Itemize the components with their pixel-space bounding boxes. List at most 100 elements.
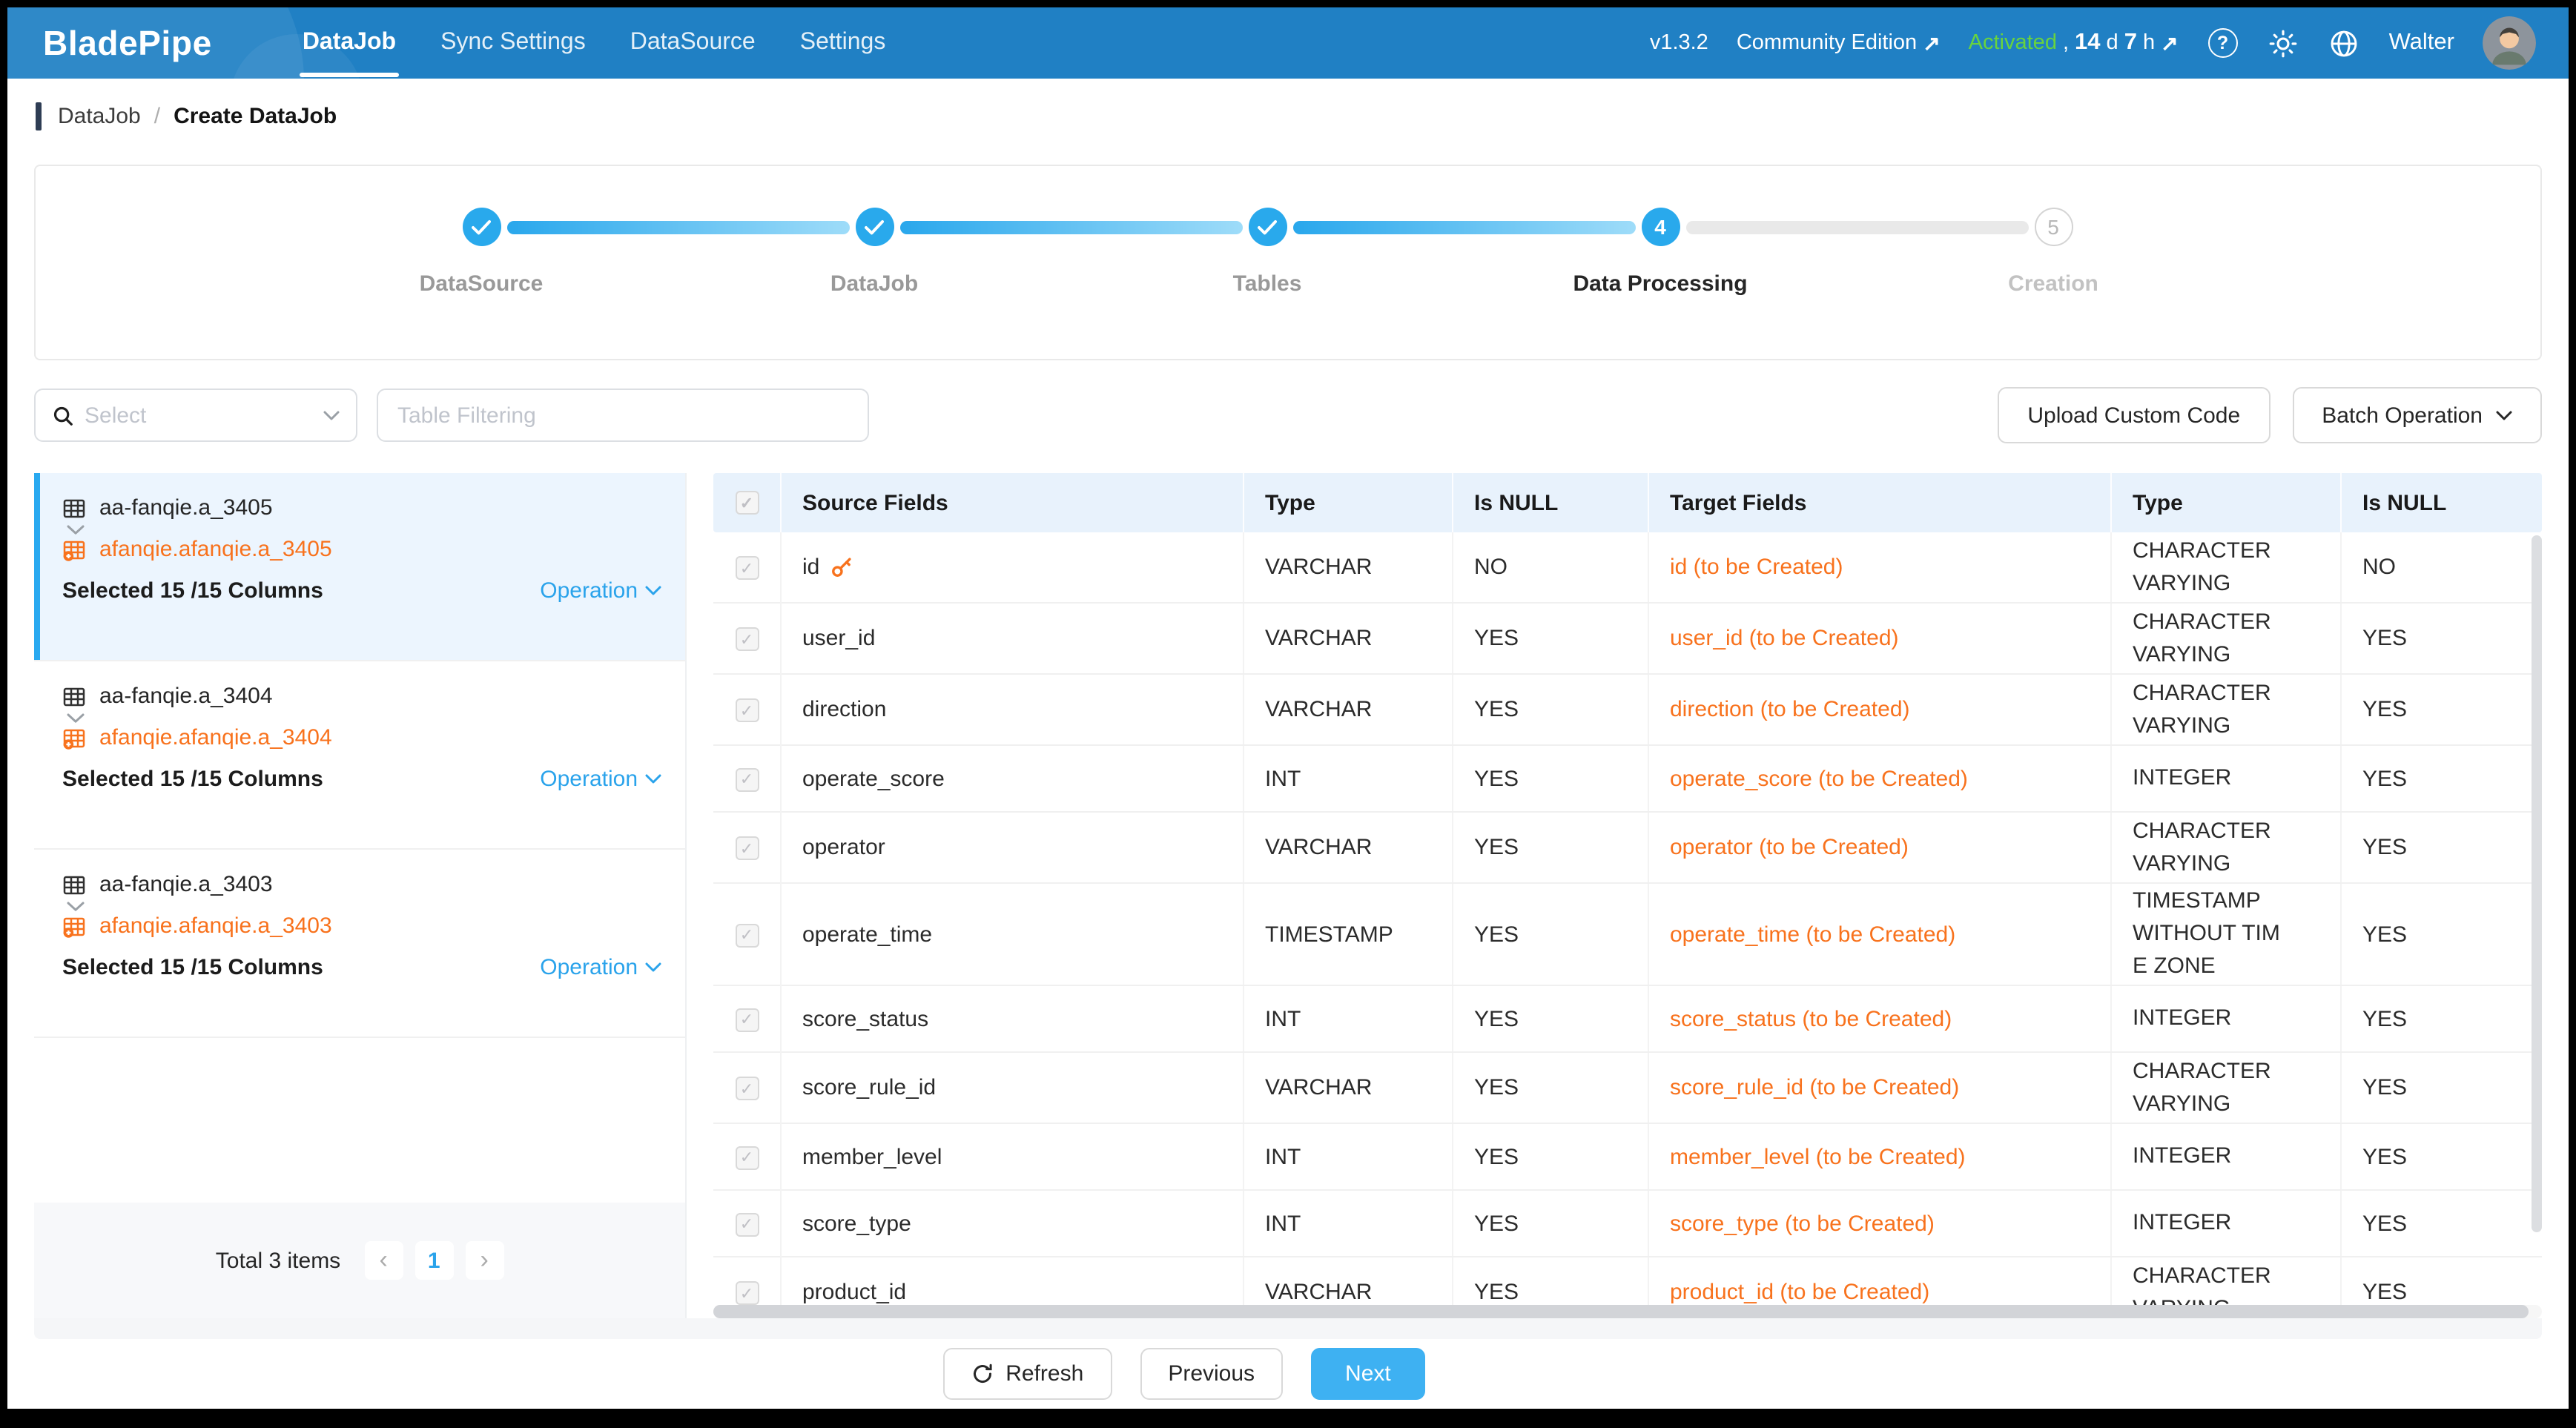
- column-header: Type: [2112, 473, 2342, 532]
- sun-icon[interactable]: [2268, 27, 2300, 59]
- bladepipe-app: BladePipe DataJob Sync Settings DataSour…: [7, 7, 2569, 1409]
- table-row: id VARCHAR NO id (to be Created) CHARACT…: [713, 532, 2542, 604]
- step-number: 4: [1641, 208, 1680, 246]
- step-node-data-processing: 4: [1464, 208, 2028, 246]
- source-table-name: aa-fanqie.a_3404: [99, 684, 273, 709]
- next-button[interactable]: Next: [1311, 1348, 1425, 1400]
- source-table-name: aa-fanqie.a_3403: [99, 872, 273, 897]
- step-label-creation: Creation: [2008, 271, 2098, 297]
- table-add-icon: [62, 538, 86, 561]
- step-node-creation: 5: [1857, 208, 2250, 246]
- vertical-scrollbar-thumb[interactable]: [2532, 535, 2542, 1232]
- field-mapping-table: Source Fields Type Is NULL Target Fields…: [713, 473, 2542, 1318]
- column-header: Target Fields: [1649, 473, 2112, 532]
- row-checkbox[interactable]: [735, 698, 759, 722]
- table-row: direction VARCHAR YES direction (to be C…: [713, 675, 2542, 746]
- column-header: Source Fields: [782, 473, 1244, 532]
- avatar[interactable]: [2483, 16, 2536, 70]
- table-row: score_rule_id VARCHAR YES score_rule_id …: [713, 1053, 2542, 1124]
- row-checkbox[interactable]: [735, 627, 759, 651]
- table-row: user_id VARCHAR YES user_id (to be Creat…: [713, 604, 2542, 675]
- nav-item-datasource[interactable]: DataSource: [630, 30, 756, 55]
- step-connector: [899, 220, 1242, 234]
- row-checkbox[interactable]: [735, 923, 759, 947]
- step-connector: [1685, 220, 2028, 234]
- table-icon: [62, 873, 86, 896]
- nav-item-settings[interactable]: Settings: [799, 30, 886, 55]
- table-row: score_status INT YES score_status (to be…: [713, 986, 2542, 1053]
- wizard-actions: Refresh Previous Next: [7, 1339, 2569, 1409]
- help-circle-icon[interactable]: [2207, 27, 2239, 59]
- column-header: Is NULL: [2362, 490, 2447, 515]
- table-list-item[interactable]: aa-fanqie.a_3404 afanqie.afanqie.a_3404 …: [34, 661, 685, 850]
- mapping-main: aa-fanqie.a_3405 afanqie.afanqie.a_3405 …: [34, 473, 2542, 1318]
- selected-columns-label: Selected 15 /15 Columns: [62, 955, 323, 980]
- license-status-link[interactable]: Activated , 14 d 7 h ↗: [1968, 30, 2179, 55]
- chevron-down-icon: [323, 410, 340, 420]
- select-placeholder: Select: [85, 403, 147, 428]
- nav-item-sync-settings[interactable]: Sync Settings: [440, 30, 586, 55]
- wizard-stepper: 4 5 DataSource DataJob Tables Data Proce…: [34, 165, 2542, 360]
- page-next-icon[interactable]: [465, 1241, 504, 1280]
- upload-custom-code-button[interactable]: Upload Custom Code: [1998, 387, 2270, 443]
- table-filtering-input[interactable]: [377, 389, 869, 442]
- select-all-checkbox[interactable]: [735, 491, 759, 515]
- table-select-dropdown[interactable]: Select: [34, 389, 357, 442]
- page-prev-icon[interactable]: [364, 1241, 403, 1280]
- chevron-down-icon: [2496, 410, 2512, 420]
- step-node-datasource: [285, 208, 849, 246]
- table-row: product_id VARCHAR YES product_id (to be…: [713, 1257, 2542, 1305]
- key-icon: [830, 556, 852, 578]
- table-row: operate_score INT YES operate_score (to …: [713, 746, 2542, 813]
- vertical-scrollbar: [2532, 535, 2542, 1284]
- batch-operation-button[interactable]: Batch Operation: [2292, 387, 2542, 443]
- table-list-item[interactable]: aa-fanqie.a_3403 afanqie.afanqie.a_3403 …: [34, 850, 685, 1038]
- row-checkbox[interactable]: [735, 836, 759, 860]
- bladepipe-logo[interactable]: BladePipe: [43, 23, 212, 62]
- selected-columns-label: Selected 15 /15 Columns: [62, 767, 323, 792]
- row-checkbox[interactable]: [735, 1212, 759, 1236]
- check-icon: [1248, 208, 1287, 246]
- filter-toolbar: Select Upload Custom Code Batch Operatio…: [34, 387, 2542, 443]
- version-label: v1.3.2: [1649, 31, 1708, 55]
- row-checkbox[interactable]: [735, 1077, 759, 1100]
- operation-dropdown[interactable]: Operation: [540, 578, 661, 604]
- selected-columns-label: Selected 15 /15 Columns: [62, 578, 323, 604]
- user-name[interactable]: Walter: [2388, 30, 2454, 55]
- step-label-data-processing: Data Processing: [1573, 271, 1748, 297]
- column-header: Type: [1244, 473, 1453, 532]
- chevron-down-icon: [67, 902, 661, 912]
- operation-dropdown[interactable]: Operation: [540, 767, 661, 792]
- table-body: id VARCHAR NO id (to be Created) CHARACT…: [713, 532, 2542, 1305]
- total-items-label: Total 3 items: [215, 1248, 341, 1273]
- edition-link[interactable]: Community Edition ↗: [1736, 30, 1941, 55]
- nav-item-datajob[interactable]: DataJob: [280, 7, 418, 79]
- step-label-tables: Tables: [1232, 271, 1302, 297]
- row-checkbox[interactable]: [735, 1008, 759, 1031]
- pager: 1: [364, 1241, 504, 1280]
- external-link-icon: ↗: [2161, 30, 2179, 54]
- horizontal-scrollbar-thumb[interactable]: [713, 1305, 2529, 1318]
- breadcrumb-root[interactable]: DataJob: [58, 103, 141, 128]
- operation-dropdown[interactable]: Operation: [540, 955, 661, 980]
- breadcrumb-divider: /: [153, 103, 161, 128]
- row-checkbox[interactable]: [735, 1146, 759, 1169]
- row-checkbox[interactable]: [735, 767, 759, 791]
- check-icon: [462, 208, 501, 246]
- globe-icon[interactable]: [2328, 27, 2361, 59]
- navbar-right: v1.3.2 Community Edition ↗ Activated , 1…: [1650, 16, 2536, 70]
- breadcrumb: DataJob / Create DataJob: [7, 79, 2569, 153]
- breadcrumb-accent-bar: [36, 102, 42, 130]
- column-header: Is NULL: [1453, 473, 1649, 532]
- content-bottom-strip: [34, 1318, 2542, 1339]
- page-number[interactable]: 1: [415, 1241, 454, 1280]
- row-checkbox[interactable]: [735, 556, 759, 580]
- refresh-icon: [971, 1363, 994, 1385]
- chevron-down-icon: [67, 525, 661, 535]
- refresh-button[interactable]: Refresh: [943, 1348, 1112, 1400]
- previous-button[interactable]: Previous: [1140, 1348, 1284, 1400]
- table-add-icon: [62, 726, 86, 750]
- table-list-item[interactable]: aa-fanqie.a_3405 afanqie.afanqie.a_3405 …: [34, 473, 685, 661]
- row-checkbox[interactable]: [735, 1281, 759, 1305]
- source-table-name: aa-fanqie.a_3405: [99, 495, 273, 520]
